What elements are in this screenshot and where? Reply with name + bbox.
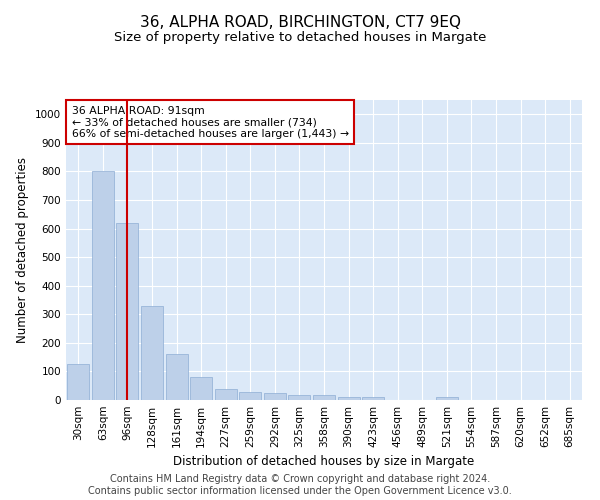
Bar — [67, 364, 89, 400]
Bar — [190, 376, 212, 400]
Bar — [338, 398, 359, 400]
Text: Contains HM Land Registry data © Crown copyright and database right 2024.
Contai: Contains HM Land Registry data © Crown c… — [88, 474, 512, 496]
Bar — [436, 398, 458, 400]
Bar — [141, 306, 163, 400]
X-axis label: Distribution of detached houses by size in Margate: Distribution of detached houses by size … — [173, 456, 475, 468]
Bar — [362, 397, 384, 400]
Bar — [289, 395, 310, 400]
Bar — [215, 388, 237, 400]
Bar — [166, 354, 188, 400]
Bar — [264, 393, 286, 400]
Text: 36, ALPHA ROAD, BIRCHINGTON, CT7 9EQ: 36, ALPHA ROAD, BIRCHINGTON, CT7 9EQ — [139, 15, 461, 30]
Bar — [116, 223, 139, 400]
Bar — [313, 396, 335, 400]
Bar — [239, 392, 262, 400]
Text: 36 ALPHA ROAD: 91sqm
← 33% of detached houses are smaller (734)
66% of semi-deta: 36 ALPHA ROAD: 91sqm ← 33% of detached h… — [71, 106, 349, 139]
Y-axis label: Number of detached properties: Number of detached properties — [16, 157, 29, 343]
Bar — [92, 172, 114, 400]
Text: Size of property relative to detached houses in Margate: Size of property relative to detached ho… — [114, 31, 486, 44]
